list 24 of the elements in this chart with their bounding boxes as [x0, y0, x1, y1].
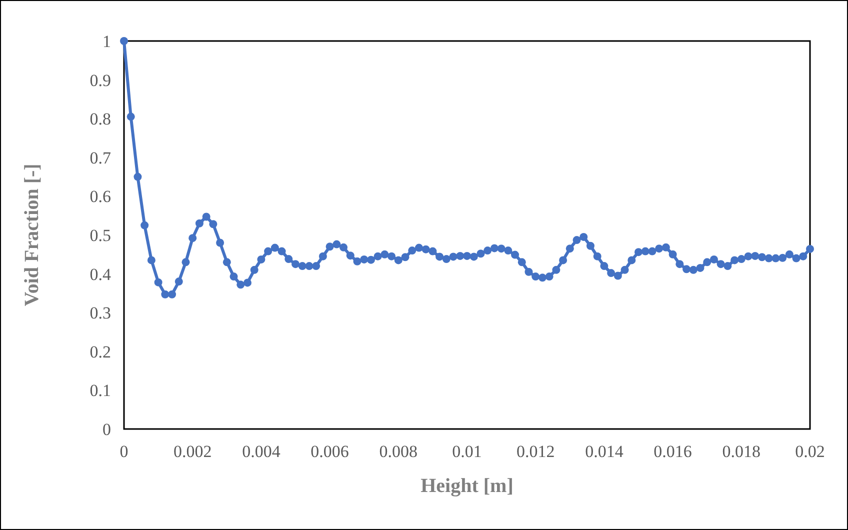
x-tick-label: 0.01	[452, 442, 482, 461]
y-tick-label: 1	[102, 32, 111, 51]
y-tick-label: 0.9	[90, 70, 111, 90]
y-tick-label: 0.6	[90, 187, 111, 206]
x-tick-label: 0	[120, 442, 128, 461]
y-tick-label: 0.8	[90, 110, 111, 129]
y-tick-label: 0.1	[90, 381, 111, 400]
y-tick-label: 0.4	[90, 264, 112, 284]
x-tick-label: 0.008	[379, 442, 418, 461]
y-axis-title: Void Fraction [-]	[21, 164, 43, 306]
y-tick-label: 0	[102, 420, 111, 439]
y-tick-label: 0.3	[90, 304, 111, 323]
x-tick-label: 0.004	[242, 442, 281, 461]
x-tick-label: 0.006	[310, 442, 349, 461]
x-tick-label: 0.002	[173, 442, 212, 461]
x-tick-label: 0.012	[516, 442, 555, 461]
x-tick-label: 0.016	[654, 442, 692, 461]
y-tick-label: 0.2	[90, 342, 111, 362]
y-tick-label: 0.7	[90, 148, 112, 168]
y-tick-label: 0.5	[90, 226, 111, 245]
x-tick-label: 0.018	[722, 442, 761, 461]
x-tick-label: 0.02	[795, 442, 825, 461]
x-axis-title: Height [m]	[420, 475, 514, 497]
x-tick-label: 0.014	[585, 442, 624, 461]
